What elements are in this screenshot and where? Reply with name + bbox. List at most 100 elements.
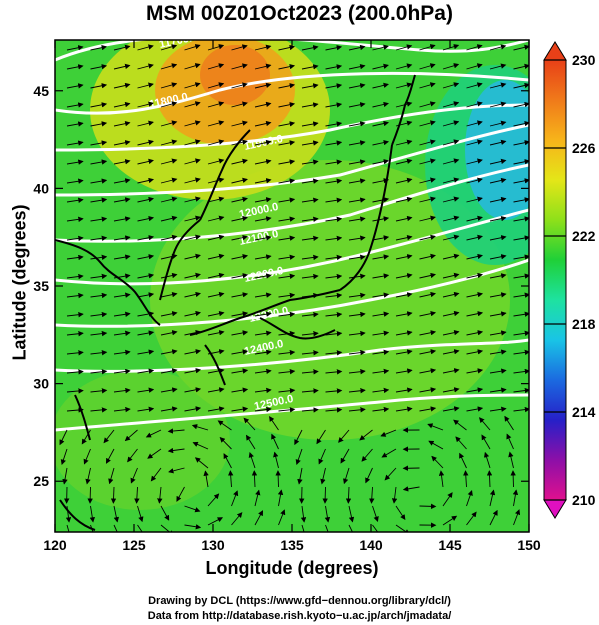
wind-arrow — [248, 451, 256, 469]
wind-arrow — [160, 406, 178, 412]
wind-arrow — [395, 158, 413, 165]
wind-arrow — [348, 44, 366, 51]
wind-arrow — [184, 329, 202, 336]
wind-arrow — [90, 349, 108, 356]
wind-arrow — [278, 292, 296, 299]
wind-arrow — [428, 440, 444, 450]
wind-arrow — [207, 101, 225, 108]
wind-arrow — [301, 273, 319, 280]
wind-arrow — [513, 197, 529, 203]
wind-arrow — [372, 368, 390, 375]
wind-arrow — [278, 311, 296, 318]
wind-arrow — [466, 291, 484, 298]
wind-arrow — [419, 349, 437, 355]
wind-arrow — [419, 330, 437, 336]
wind-arrow — [219, 436, 232, 450]
wind-arrow — [395, 44, 413, 51]
wind-arrow — [254, 197, 272, 203]
wind-arrow — [217, 420, 232, 431]
wind-arrow — [419, 368, 437, 374]
wind-arrow — [254, 101, 272, 108]
wind-arrow — [395, 120, 413, 127]
wind-arrow — [372, 139, 390, 146]
wind-arrow — [489, 406, 507, 412]
wind-arrow — [184, 368, 202, 374]
wind-arrow — [466, 101, 483, 108]
wind-arrow — [348, 235, 366, 241]
wind-arrow — [513, 254, 529, 260]
wind-arrow — [384, 467, 397, 481]
wind-arrow — [513, 82, 529, 89]
wind-arrow — [359, 429, 373, 441]
wind-arrow — [90, 102, 108, 108]
wind-arrow — [419, 139, 436, 146]
x-tick-label: 135 — [280, 537, 304, 553]
wind-arrow — [442, 387, 460, 393]
wind-arrow — [176, 486, 185, 502]
wind-arrow — [513, 140, 529, 146]
wind-arrow — [113, 159, 131, 165]
wind-arrow — [301, 292, 319, 299]
wind-arrow — [343, 467, 350, 485]
wind-arrow — [113, 254, 131, 260]
wind-arrow — [278, 407, 296, 413]
wind-arrow — [459, 452, 467, 469]
wind-arrow — [372, 505, 379, 523]
wind-arrow — [160, 368, 178, 374]
wind-arrow — [184, 215, 201, 222]
wind-arrow — [207, 493, 220, 507]
wind-arrow — [81, 429, 91, 445]
wind-arrow — [254, 139, 272, 146]
wind-arrow — [324, 505, 331, 523]
wind-arrow — [419, 291, 437, 298]
wind-arrow — [254, 489, 261, 507]
x-tick-label: 145 — [438, 537, 462, 553]
wind-arrow — [395, 234, 413, 241]
wind-arrow — [348, 216, 366, 222]
wind-arrow — [207, 406, 225, 412]
wind-arrow — [361, 448, 373, 462]
wind-arrow — [113, 406, 131, 413]
wind-arrow — [137, 44, 154, 51]
wind-arrow — [66, 407, 84, 413]
wind-arrow — [137, 120, 154, 127]
wind-arrow — [466, 139, 483, 146]
wind-arrow — [278, 102, 296, 108]
wind-arrow — [325, 216, 343, 222]
wind-arrow — [431, 455, 444, 469]
wind-arrow — [489, 215, 507, 222]
wind-arrow — [113, 330, 131, 337]
credit-drawing: Drawing by DCL (https://www.gfd−dennou.o… — [148, 595, 451, 607]
wind-arrow — [301, 388, 319, 394]
wind-arrow — [466, 330, 484, 336]
wind-arrow — [419, 101, 436, 108]
wind-arrow — [231, 330, 249, 336]
wind-arrow — [113, 292, 131, 298]
wind-arrow — [489, 196, 507, 203]
wind-arrow — [66, 140, 84, 146]
wind-arrow — [184, 253, 201, 260]
wind-arrow — [124, 429, 138, 442]
colorbar-max-triangle — [543, 41, 567, 61]
wind-arrow — [113, 349, 131, 356]
wind-arrow — [90, 369, 108, 375]
wind-arrow — [90, 524, 94, 532]
wind-arrow — [395, 292, 413, 298]
wind-arrow — [278, 254, 296, 260]
wind-arrow — [466, 406, 484, 412]
wind-arrow — [442, 368, 460, 374]
wind-arrow — [513, 159, 529, 165]
wind-arrow — [513, 235, 529, 241]
wind-arrow — [325, 45, 343, 51]
wind-arrow — [184, 234, 201, 241]
wind-arrow — [160, 330, 178, 336]
wind-arrow — [145, 429, 162, 438]
wind-arrow — [325, 273, 343, 280]
wind-arrow — [466, 511, 477, 526]
wind-arrow — [300, 505, 307, 523]
wind-arrow — [160, 44, 178, 51]
wind-arrow — [207, 139, 225, 146]
wind-arrow — [160, 387, 178, 393]
wind-arrow — [277, 489, 284, 507]
